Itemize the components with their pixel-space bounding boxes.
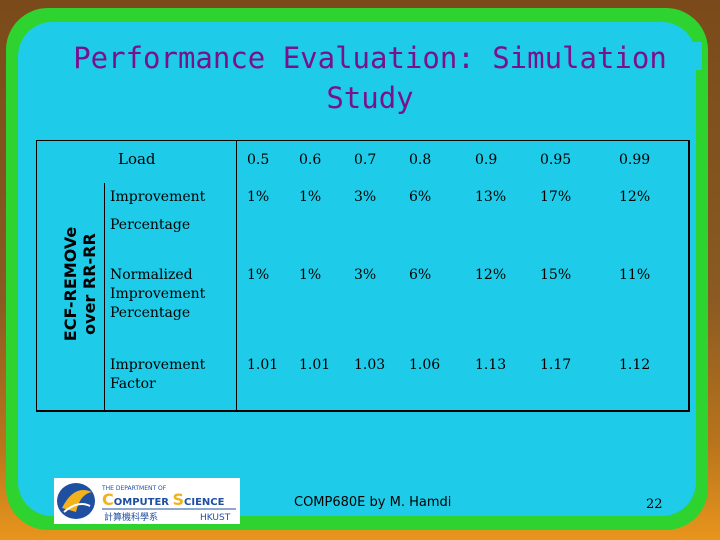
table-cell: 17%: [540, 189, 572, 205]
logo-hkust: HKUST: [200, 513, 231, 523]
corner-decoration: [672, 42, 702, 70]
header-load-value: 0.99: [619, 152, 651, 168]
table-cell: 6%: [409, 267, 432, 283]
table-cell: 3%: [354, 267, 377, 283]
table-cell: 1%: [247, 267, 270, 283]
slide-frame-inner: [18, 22, 696, 516]
header-load-value: 0.9: [475, 152, 498, 168]
logo-computer: OMPUTER: [114, 497, 173, 508]
table-cell: 1%: [299, 267, 322, 283]
logo-s-initial: S: [173, 490, 185, 509]
logo-line-2: COMPUTER SCIENCE: [102, 490, 225, 509]
table-cell: 1.13: [475, 357, 507, 373]
table-cell: 12%: [619, 189, 651, 205]
header-load-value: 0.95: [540, 152, 572, 168]
header-load-value: 0.7: [354, 152, 377, 168]
table-cell: 1.01: [247, 357, 279, 373]
table-cell: 1.17: [540, 357, 572, 373]
table-cell: 3%: [354, 189, 377, 205]
table-cell: 6%: [409, 189, 432, 205]
logo-c-initial: C: [102, 490, 114, 509]
table-cell: 1%: [247, 189, 270, 205]
header-load-label: Load: [118, 150, 156, 168]
department-logo: THE DEPARTMENT OF COMPUTER SCIENCE 計算機科學…: [54, 478, 240, 524]
results-table: Load 0.5 0.6 0.7 0.8 0.9 0.95 0.99 Impro…: [36, 140, 690, 412]
row-label-percentage: Percentage: [110, 217, 191, 233]
row-label-factor: Factor: [110, 376, 156, 392]
row-label-improvement: Improvement: [110, 286, 206, 302]
logo-line-1: THE DEPARTMENT OF: [101, 485, 167, 492]
table-cell: 1.12: [619, 357, 651, 373]
table-cell: 1%: [299, 189, 322, 205]
footer-text: COMP680E by M. Hamdi: [294, 495, 452, 510]
table-cell: 15%: [540, 267, 572, 283]
row-label-improvement: Improvement: [110, 357, 206, 373]
logo-chinese-name: 計算機科學系: [104, 511, 158, 523]
table-cell: 1.01: [299, 357, 331, 373]
row-label-percentage: Percentage: [110, 305, 191, 321]
hkust-emblem-icon: [57, 483, 95, 519]
table-cell: 13%: [475, 189, 507, 205]
table-cell: 1.03: [354, 357, 386, 373]
header-load-value: 0.6: [299, 152, 322, 168]
table-cell: 11%: [619, 267, 651, 283]
header-load-value: 0.8: [409, 152, 432, 168]
table-divider-col1: [236, 141, 237, 412]
table-cell: 12%: [475, 267, 507, 283]
logo-science: CIENCE: [184, 497, 225, 508]
page-number: 22: [646, 497, 663, 512]
header-load-value: 0.5: [247, 152, 270, 168]
table-divider-rowlabel: [104, 183, 105, 412]
row-label-normalized: Normalized: [110, 267, 193, 283]
slide-title: Performance Evaluation: Simulation Study: [73, 41, 667, 115]
table-cell: 1.06: [409, 357, 441, 373]
row-label-improvement: Improvement: [110, 189, 206, 205]
